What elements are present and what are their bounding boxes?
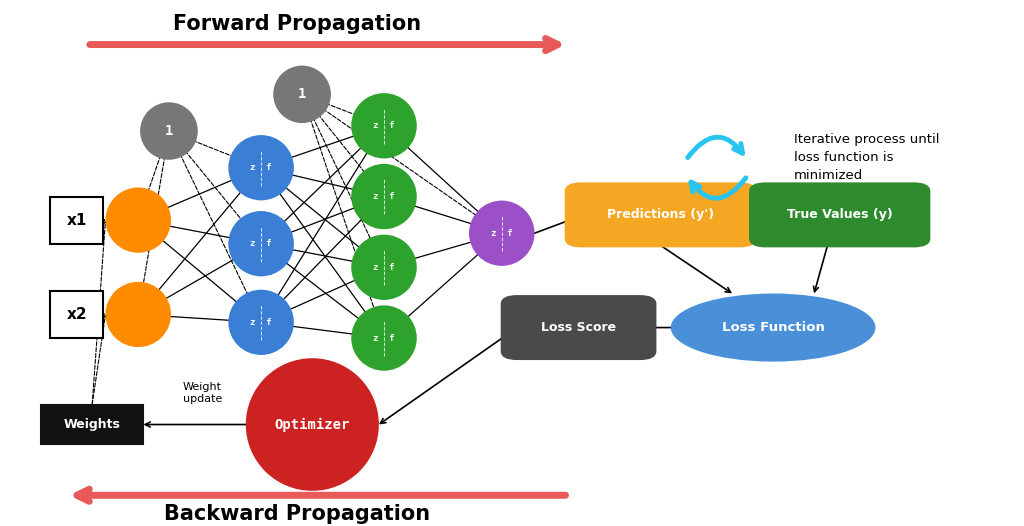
Text: True Values (y): True Values (y)	[786, 208, 893, 221]
Text: Backward Propagation: Backward Propagation	[164, 503, 430, 523]
Text: Optimizer: Optimizer	[274, 418, 350, 432]
FancyBboxPatch shape	[50, 197, 103, 244]
Text: z  f: z f	[492, 229, 512, 238]
Text: x2: x2	[67, 307, 87, 322]
Text: Forward Propagation: Forward Propagation	[173, 14, 421, 34]
Ellipse shape	[228, 290, 294, 355]
Text: Weights: Weights	[63, 418, 121, 431]
FancyBboxPatch shape	[502, 296, 655, 359]
Text: x1: x1	[67, 213, 87, 228]
Text: z  f: z f	[374, 263, 394, 272]
Ellipse shape	[105, 282, 171, 347]
FancyBboxPatch shape	[41, 405, 143, 444]
FancyBboxPatch shape	[750, 184, 930, 246]
Ellipse shape	[246, 358, 379, 491]
Ellipse shape	[469, 200, 535, 266]
Ellipse shape	[140, 102, 198, 160]
Text: Iterative process until
loss function is
minimized: Iterative process until loss function is…	[794, 133, 939, 181]
Ellipse shape	[228, 211, 294, 276]
Ellipse shape	[351, 93, 417, 158]
Text: z  f: z f	[251, 318, 271, 327]
Ellipse shape	[351, 306, 417, 371]
Ellipse shape	[351, 235, 417, 300]
Text: 1: 1	[165, 124, 173, 138]
FancyBboxPatch shape	[50, 291, 103, 338]
Text: Loss Function: Loss Function	[722, 321, 824, 334]
Text: 1: 1	[298, 87, 306, 102]
Text: z  f: z f	[251, 163, 271, 172]
Text: Loss Score: Loss Score	[541, 321, 616, 334]
Text: Weight
update: Weight update	[182, 382, 222, 403]
Ellipse shape	[105, 187, 171, 253]
Ellipse shape	[671, 294, 876, 362]
FancyBboxPatch shape	[565, 184, 756, 246]
Text: z  f: z f	[374, 122, 394, 130]
Text: z  f: z f	[374, 333, 394, 342]
Ellipse shape	[273, 66, 331, 123]
Text: Predictions (y'): Predictions (y')	[607, 208, 714, 221]
Ellipse shape	[351, 164, 417, 229]
Ellipse shape	[228, 135, 294, 200]
Text: z  f: z f	[251, 239, 271, 248]
Text: z  f: z f	[374, 192, 394, 201]
